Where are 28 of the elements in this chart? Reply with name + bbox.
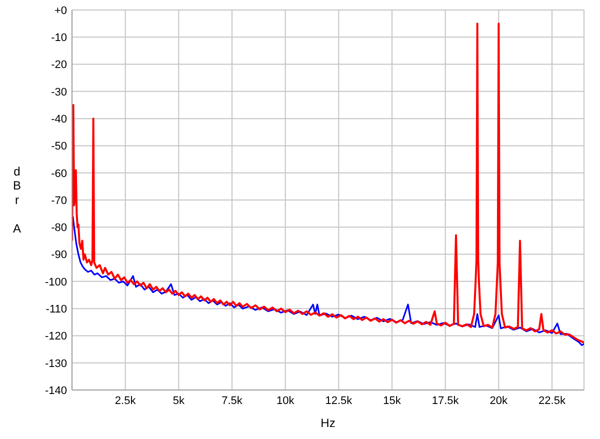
x-tick-label: 22.5k — [538, 394, 566, 407]
x-tick-label: 10k — [276, 394, 295, 407]
line-series — [72, 215, 584, 346]
y-tick-label: -40 — [51, 113, 67, 126]
y-tick-label: -70 — [51, 194, 67, 207]
y-tick-label: -100 — [44, 276, 67, 288]
y-tick-label: -10 — [51, 32, 67, 44]
y-tick-label: -20 — [51, 59, 67, 72]
y-tick-label: -130 — [44, 358, 67, 370]
x-tick-label: 12.5k — [325, 394, 353, 407]
y-tick-label: -140 — [44, 384, 67, 397]
y-tick-label: -120 — [44, 330, 67, 343]
text: dBr A — [12, 164, 22, 236]
line-series — [72, 22, 584, 344]
y-tick-label: -80 — [51, 222, 67, 234]
x-tick-label: 20k — [490, 394, 508, 407]
y-tick-label: -60 — [51, 168, 67, 180]
x-tick-label: 2.5k — [114, 394, 136, 407]
x-axis-title: Hz — [320, 416, 336, 430]
y-tick-label: -90 — [51, 249, 67, 262]
y-tick-label: +0 — [54, 4, 67, 17]
x-tick-label: 17.5k — [432, 394, 460, 407]
x-tick-label: 15k — [383, 394, 402, 407]
y-tick-label: -50 — [51, 140, 67, 153]
x-tick-label: 5k — [172, 394, 185, 407]
x-tick-label: 7.5k — [222, 394, 243, 407]
y-tick-label: -30 — [51, 86, 67, 98]
y-tick-label: -110 — [46, 303, 67, 316]
